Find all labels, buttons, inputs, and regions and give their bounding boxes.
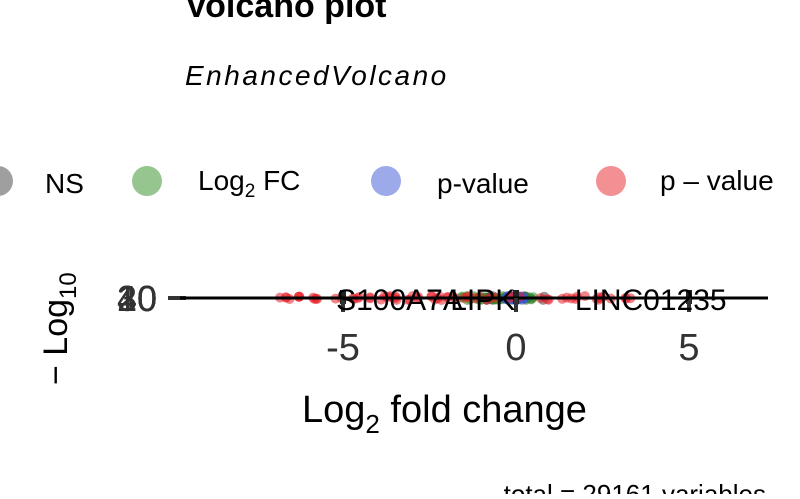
legend: NS Log2 FC p-value p – value (0, 165, 774, 202)
y-tick-label-10: 10 (117, 278, 157, 319)
legend-key-pvalue (371, 166, 401, 196)
legend-key-log2fc (132, 166, 162, 196)
legend-log2fc-main: Log (198, 165, 245, 196)
y-tick-label-20: 20 (117, 278, 157, 319)
x-tick-label-2: 5 (678, 327, 699, 369)
x-ticks: -5 0 5 (326, 298, 700, 369)
x-label-tail: fold change (380, 389, 587, 431)
x-label-main: Log (302, 389, 365, 431)
y-label-sub: 10 (55, 272, 82, 299)
gene-label-2: LINC01235 (575, 284, 727, 317)
chart-title: Volcano plot (185, 0, 386, 25)
legend-label-pvalue: p-value (437, 168, 529, 199)
y-tick-label-40: 40 (117, 278, 157, 319)
legend-key-ns (0, 166, 13, 196)
x-tick-label-0: -5 (326, 327, 360, 369)
legend-label-pvalue-log2fc: p – value (660, 165, 774, 196)
y-tick-label-30: 30 (117, 278, 157, 319)
legend-log2fc-sub: 2 (245, 181, 256, 202)
y-axis-label: − Log10 (37, 272, 82, 385)
point-3-57 (543, 294, 554, 305)
gene-label-1: LIPK (450, 284, 515, 317)
gene-label-0: S100A7A (336, 284, 463, 317)
y-label-prefix: − Log (37, 299, 75, 385)
chart-subtitle: EnhancedVolcano (185, 60, 449, 91)
x-axis-label: Log2 fold change (302, 389, 587, 439)
x-label-sub: 2 (365, 409, 379, 439)
y-tick-label-0: 0 (137, 278, 157, 319)
x-tick-label-1: 0 (505, 327, 526, 369)
legend-key-pvalue-log2fc (596, 166, 626, 196)
legend-label-log2fc: Log2 FC (198, 165, 300, 202)
legend-log2fc-tail: FC (255, 165, 300, 196)
legend-label-ns: NS (45, 168, 84, 199)
chart-caption: total = 29161 variables (504, 479, 766, 494)
